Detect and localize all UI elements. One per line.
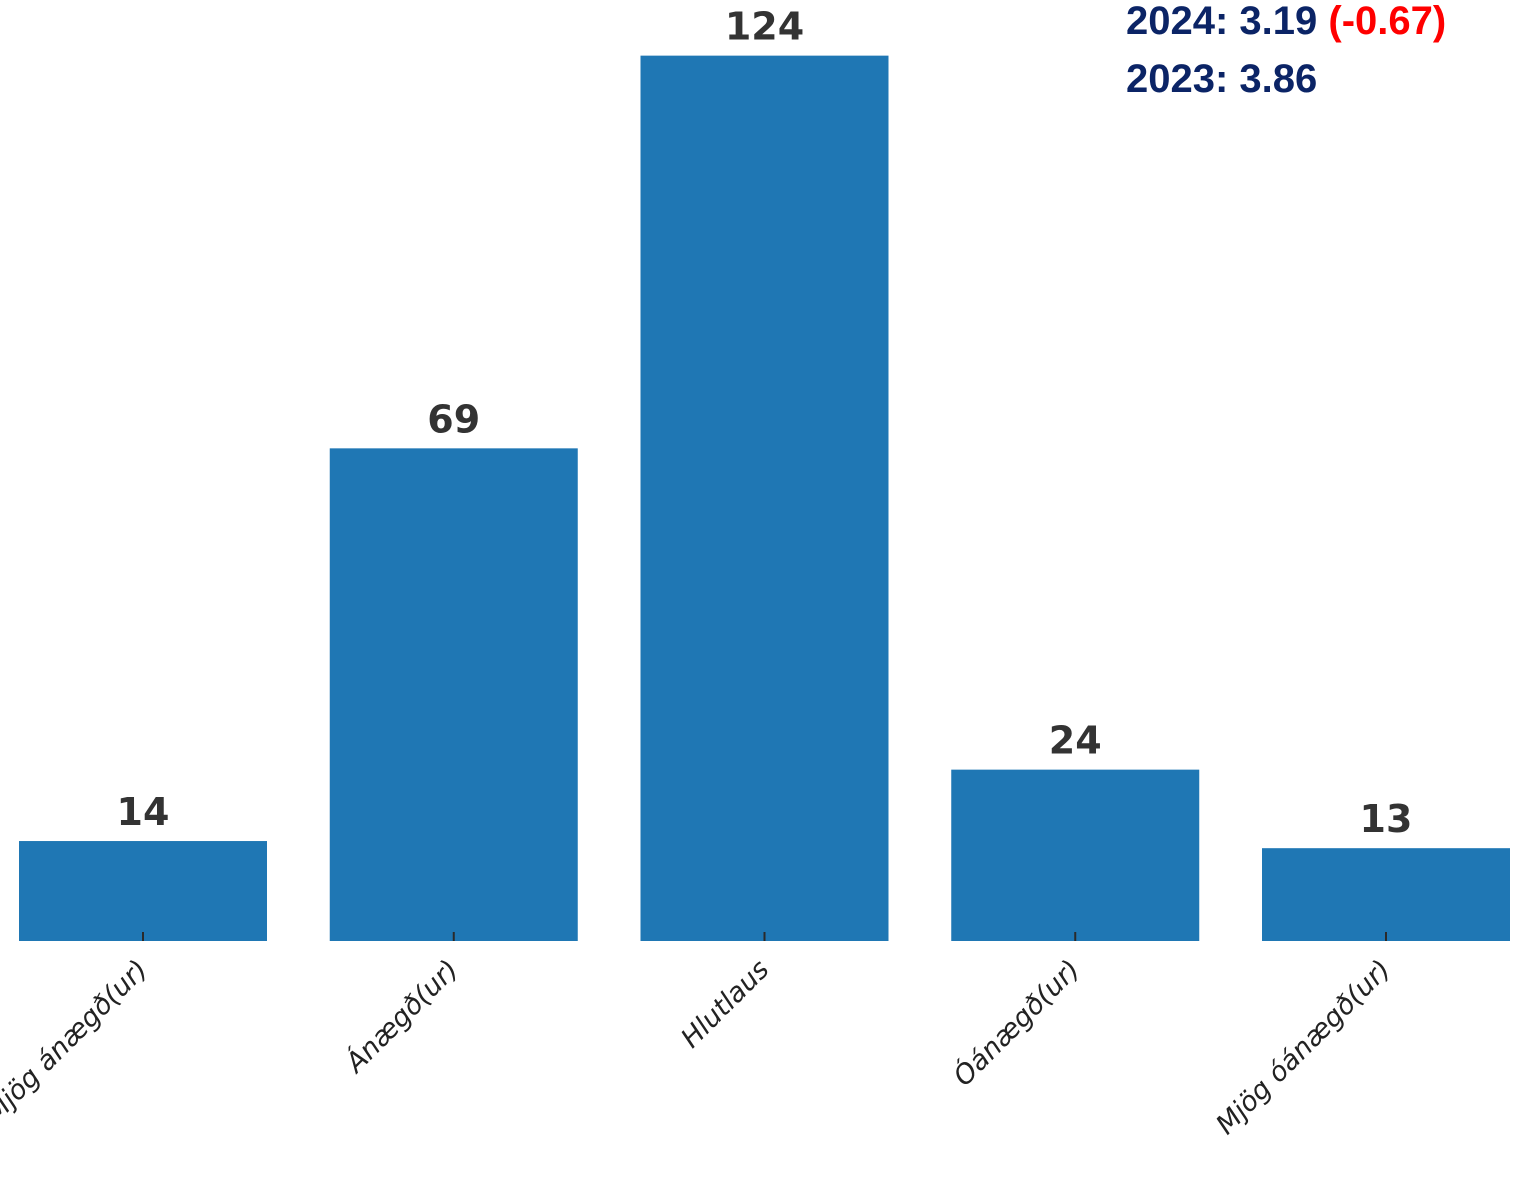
bar: [1262, 848, 1510, 941]
bar: [329, 448, 578, 941]
x-tick-label: Hlutlaus: [675, 954, 775, 1054]
score-2023-text: 2023: 3.86: [1126, 57, 1318, 101]
bar-value-label: 13: [1360, 797, 1413, 841]
bar: [640, 55, 889, 941]
x-tick-label: Mjög óánægð(ur): [1210, 954, 1397, 1141]
x-tick-label: Óánægð(ur): [947, 953, 1086, 1092]
score-annotation: 2024: 3.19 (-0.67) 2023: 3.86: [1126, 0, 1446, 108]
score-2024-text: 2024: 3.19: [1126, 0, 1318, 43]
bar-value-label: 24: [1049, 719, 1102, 763]
x-tick-label: Mjög ánægð(ur): [0, 954, 154, 1129]
bar-value-label: 14: [117, 790, 170, 834]
score-2023-line: 2023: 3.86: [1126, 50, 1446, 108]
bar: [951, 769, 1200, 941]
bar: [19, 841, 267, 941]
bar-value-label: 69: [427, 397, 480, 441]
x-tick-label: Ánægð(ur): [338, 953, 465, 1080]
score-2024-delta: (-0.67): [1328, 0, 1447, 43]
score-2024-line: 2024: 3.19 (-0.67): [1126, 0, 1446, 50]
bar-value-label: 124: [725, 5, 804, 49]
